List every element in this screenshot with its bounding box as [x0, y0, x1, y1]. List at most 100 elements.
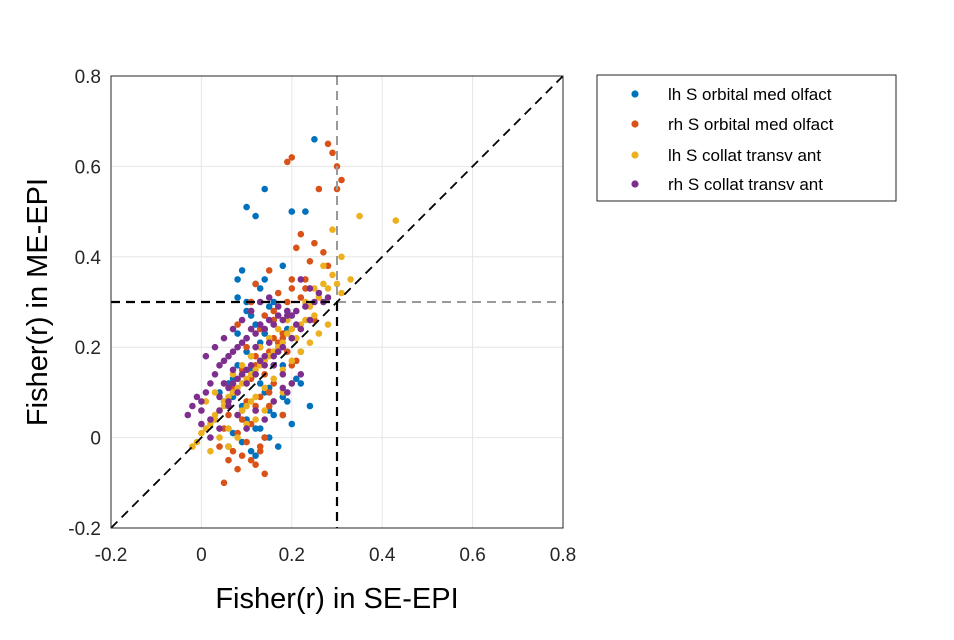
- point-s2-41: [265, 402, 273, 410]
- point-s4-60: [243, 366, 250, 374]
- point-s4-7: [293, 307, 300, 315]
- identity-line: [110, 75, 564, 529]
- point-s3-77: [238, 407, 246, 414]
- point-s1-5: [252, 212, 259, 220]
- point-s3-53: [320, 280, 327, 288]
- point-s1-47: [252, 452, 259, 460]
- point-s4-75: [270, 398, 278, 405]
- point-s4-39: [261, 362, 269, 369]
- point-s3-52: [329, 271, 336, 279]
- point-s4-72: [284, 389, 291, 396]
- point-s2-17: [261, 312, 269, 319]
- point-s4-11: [274, 312, 282, 319]
- point-s4-66: [256, 357, 264, 365]
- point-s2-5: [315, 185, 323, 193]
- point-s3-67: [225, 443, 232, 450]
- legend-marker-3: [631, 151, 639, 159]
- point-s2-6: [338, 176, 345, 184]
- point-s4-55: [202, 352, 210, 360]
- point-s3-5: [333, 280, 341, 288]
- point-s4-16: [252, 330, 259, 337]
- point-s3-42: [261, 384, 269, 392]
- point-s4-47: [274, 303, 282, 310]
- point-s1-7: [234, 276, 241, 283]
- x-tick-label-0: -0.2: [95, 545, 128, 566]
- point-s3-2: [329, 226, 336, 233]
- point-s3-70: [252, 416, 259, 423]
- point-s3-3: [338, 253, 345, 261]
- legend-label-2: rh S orbital med olfact: [668, 115, 834, 134]
- legend-label-3: lh S collat transv ant: [668, 146, 821, 165]
- point-s4-20: [234, 343, 241, 351]
- legend-marker-4: [631, 180, 639, 188]
- point-s2-19: [284, 298, 291, 306]
- point-s4-41: [279, 343, 287, 351]
- x-tick-labels: -0.2 0 0.2 0.4 0.6 0.8: [95, 545, 577, 566]
- point-s3-51: [347, 276, 354, 283]
- point-s4-28: [198, 398, 205, 405]
- point-s4-22: [225, 352, 232, 360]
- point-s1-62: [261, 276, 269, 283]
- point-s2-13: [274, 289, 282, 297]
- point-s1-10: [270, 298, 278, 306]
- point-s1-29: [274, 443, 282, 450]
- point-s3-71: [261, 407, 269, 414]
- point-s2-54: [261, 470, 269, 478]
- point-s1-61: [284, 398, 291, 405]
- point-s3-1: [356, 212, 363, 220]
- point-s2-18: [270, 307, 278, 315]
- point-s2-62: [265, 389, 273, 396]
- point-s4-1: [306, 285, 314, 292]
- point-s4-49: [293, 321, 300, 328]
- point-s4-73: [252, 407, 259, 414]
- point-s4-56: [252, 343, 259, 351]
- point-s3-6: [324, 285, 332, 292]
- point-s4-50: [247, 307, 255, 315]
- point-s3-12: [288, 325, 296, 333]
- point-s2-15: [302, 276, 309, 283]
- legend-label-1: lh S orbital med olfact: [668, 85, 832, 104]
- point-s2-69: [306, 258, 314, 265]
- legend-box: [596, 74, 897, 202]
- point-s3-69: [243, 420, 250, 428]
- point-s3-26: [229, 389, 237, 396]
- point-s4-82: [198, 407, 205, 414]
- point-s2-53: [252, 461, 259, 469]
- point-s4-46: [265, 294, 273, 301]
- point-s4-23: [220, 357, 228, 365]
- y-tick-label-1: 0: [90, 429, 101, 450]
- point-s4-43: [297, 325, 305, 333]
- point-s4-63: [216, 393, 223, 401]
- point-s3-78: [247, 398, 255, 405]
- point-s2-11: [252, 280, 259, 288]
- legend-marker-2: [631, 120, 639, 128]
- y-tick-label-3: 0.4: [75, 248, 102, 269]
- legend-entry-1: lh S orbital med olfact: [631, 85, 832, 104]
- point-s2-25: [243, 343, 250, 351]
- point-s1-52: [256, 285, 264, 292]
- point-s4-14: [261, 325, 269, 333]
- legend: lh S orbital med olfact rh S orbital med…: [596, 74, 897, 202]
- point-s3-58: [274, 325, 282, 333]
- point-s4-68: [238, 371, 246, 378]
- point-s1-57: [252, 425, 259, 432]
- point-s4-74: [261, 416, 269, 423]
- y-tick-label-4: 0.6: [75, 157, 101, 178]
- point-s4-67: [247, 362, 255, 369]
- point-s3-43: [270, 375, 278, 383]
- point-s4-2: [315, 289, 323, 297]
- point-s4-83: [220, 380, 228, 387]
- point-s3-62: [238, 362, 246, 369]
- point-s2-9: [297, 230, 305, 238]
- point-s4-44: [306, 316, 314, 324]
- legend-marker-1: [631, 90, 639, 98]
- point-s4-70: [288, 380, 296, 387]
- point-s2-14: [288, 285, 296, 292]
- point-s1-14: [265, 303, 273, 310]
- point-s4-18: [243, 334, 250, 342]
- point-s4-52: [229, 325, 237, 333]
- point-s2-48: [229, 447, 237, 455]
- point-s2-72: [288, 276, 296, 283]
- point-s2-57: [247, 456, 255, 464]
- point-s3-61: [247, 352, 255, 360]
